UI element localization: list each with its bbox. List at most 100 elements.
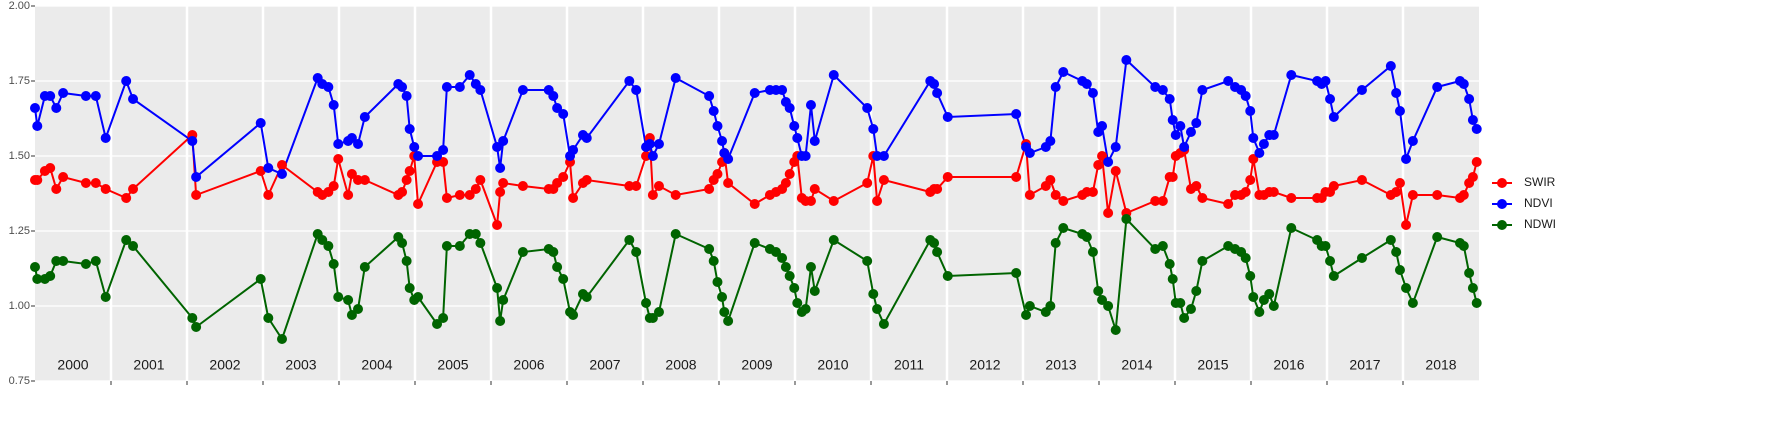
data-point: [670, 190, 681, 200]
data-point: [1093, 286, 1104, 296]
data-point: [780, 262, 791, 272]
data-point: [1045, 175, 1056, 185]
data-point: [809, 286, 820, 296]
data-point: [90, 91, 101, 101]
data-point: [343, 295, 354, 305]
data-point: [780, 178, 791, 188]
data-point: [32, 121, 43, 131]
data-point: [333, 292, 344, 302]
data-point: [1458, 79, 1469, 89]
data-point: [1179, 142, 1190, 152]
data-point: [558, 109, 569, 119]
data-point: [647, 313, 658, 323]
data-point: [1245, 175, 1256, 185]
data-point: [1093, 160, 1104, 170]
data-point: [404, 283, 415, 293]
data-point: [647, 151, 658, 161]
data-point: [58, 88, 69, 98]
data-point: [1248, 154, 1259, 164]
data-point: [1268, 130, 1279, 140]
data-point: [495, 187, 506, 197]
data-point: [1197, 193, 1208, 203]
panel-label: 2006: [513, 357, 544, 373]
data-point: [401, 175, 412, 185]
data-point: [1150, 244, 1161, 254]
data-point: [359, 112, 370, 122]
data-point: [1103, 301, 1114, 311]
panel-label: 2017: [1349, 357, 1380, 373]
data-point: [1467, 115, 1478, 125]
data-point: [1385, 235, 1396, 245]
panel-label: 2002: [209, 357, 240, 373]
data-point: [1157, 196, 1168, 206]
legend-key-dot: [1497, 199, 1507, 209]
data-point: [548, 91, 559, 101]
data-point: [1167, 274, 1178, 284]
data-point: [872, 151, 883, 161]
panel-label: 2001: [133, 357, 164, 373]
data-point: [719, 307, 730, 317]
data-point: [1356, 175, 1367, 185]
data-point: [704, 184, 715, 194]
data-point: [30, 103, 40, 113]
data-point: [1248, 292, 1259, 302]
data-point: [1081, 232, 1092, 242]
data-point: [128, 241, 139, 251]
data-point: [1011, 268, 1022, 278]
data-point: [784, 169, 795, 179]
data-point: [878, 151, 889, 161]
data-point: [644, 139, 655, 149]
data-point: [30, 262, 40, 272]
data-point: [100, 133, 111, 143]
data-point: [441, 82, 452, 92]
data-point: [353, 304, 363, 314]
data-point: [328, 259, 339, 269]
y-tick-label: 2.00: [9, 0, 30, 12]
data-point: [784, 103, 795, 113]
data-point: [552, 103, 563, 113]
data-point: [1458, 241, 1469, 251]
data-point: [401, 256, 412, 266]
data-point: [1471, 124, 1482, 134]
data-point: [475, 238, 486, 248]
data-point: [1328, 271, 1339, 281]
data-point: [872, 304, 883, 314]
data-point: [704, 91, 715, 101]
data-point: [353, 175, 363, 185]
data-point: [51, 256, 62, 266]
data-point: [1045, 301, 1056, 311]
data-point: [80, 178, 91, 188]
data-point: [704, 244, 715, 254]
data-point: [1268, 301, 1279, 311]
data-point: [1191, 181, 1202, 191]
legend-label: NDVI: [1524, 196, 1553, 210]
data-point: [323, 241, 334, 251]
data-point: [100, 292, 111, 302]
data-point: [397, 82, 408, 92]
data-point: [1432, 232, 1443, 242]
panel-label: 2007: [589, 357, 620, 373]
data-point: [717, 136, 728, 146]
data-point: [1464, 268, 1475, 278]
data-point: [191, 190, 202, 200]
data-point: [1407, 190, 1418, 200]
data-point: [1268, 187, 1279, 197]
data-point: [277, 334, 287, 344]
panel-label: 2000: [57, 357, 88, 373]
data-point: [749, 199, 760, 209]
data-point: [828, 70, 839, 80]
data-point: [708, 256, 719, 266]
data-point: [749, 88, 760, 98]
y-tick-label: 1.75: [9, 75, 30, 87]
data-point: [1167, 172, 1178, 182]
data-point: [191, 172, 202, 182]
data-point: [862, 103, 873, 113]
data-point: [1240, 187, 1251, 197]
data-point: [777, 85, 788, 95]
panel-label: 2014: [1121, 357, 1152, 373]
data-point: [800, 151, 811, 161]
data-point: [805, 196, 816, 206]
data-point: [653, 181, 664, 191]
data-point: [1264, 289, 1275, 299]
